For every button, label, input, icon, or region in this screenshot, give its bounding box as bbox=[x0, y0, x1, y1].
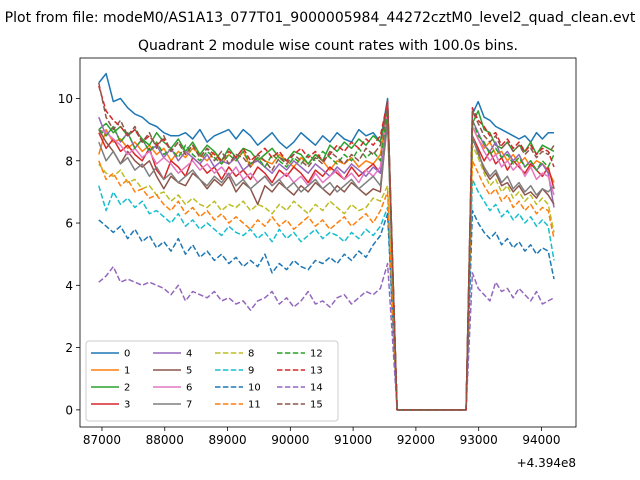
x-tick-label-94000: 94000 bbox=[522, 433, 560, 447]
legend-label-12: 12 bbox=[310, 349, 323, 360]
plot-area: 87000 88000 89000 90000 91000 92000 93000 94000… bbox=[58, 57, 577, 470]
y-tick-label-6: 6 bbox=[65, 217, 73, 231]
legend-label-14: 14 bbox=[310, 383, 323, 394]
series-line-1 bbox=[98, 110, 555, 411]
y-tick-label-0: 0 bbox=[65, 403, 73, 417]
legend-label-1: 1 bbox=[124, 366, 130, 377]
series-line-0 bbox=[98, 72, 554, 411]
x-tick-label-90000: 90000 bbox=[271, 433, 309, 447]
legend-label-0: 0 bbox=[124, 349, 130, 360]
series-line-10 bbox=[98, 209, 555, 411]
legend-label-3: 3 bbox=[124, 400, 130, 411]
legend-label-10: 10 bbox=[248, 383, 261, 394]
series-line-6 bbox=[98, 107, 555, 411]
series-line-11 bbox=[98, 160, 555, 411]
y-tick-label-2: 2 bbox=[65, 341, 73, 355]
y-tick-label-8: 8 bbox=[65, 154, 73, 168]
x-tick-label-87000: 87000 bbox=[83, 433, 121, 447]
axes-frame bbox=[79, 57, 577, 428]
x-tick-label-93000: 93000 bbox=[460, 433, 498, 447]
x-offset-label: +4.394e8 bbox=[517, 456, 576, 470]
legend-frame bbox=[85, 340, 339, 422]
legend-label-15: 15 bbox=[310, 400, 323, 411]
legend-label-7: 7 bbox=[186, 400, 192, 411]
series-line-2 bbox=[98, 103, 555, 411]
x-tick-label-89000: 89000 bbox=[208, 433, 246, 447]
y-tick-label-4: 4 bbox=[65, 279, 73, 293]
legend-label-2: 2 bbox=[124, 383, 130, 394]
x-tick-label-88000: 88000 bbox=[146, 433, 184, 447]
series-line-12 bbox=[98, 110, 555, 411]
legend-label-13: 13 bbox=[310, 366, 323, 377]
y-tick-label-10: 10 bbox=[58, 92, 73, 106]
legend-label-8: 8 bbox=[248, 349, 254, 360]
series-line-4 bbox=[98, 110, 555, 411]
chart-title: Quadrant 2 module wise count rates with … bbox=[138, 38, 518, 54]
legend-label-4: 4 bbox=[186, 349, 192, 360]
series-line-7 bbox=[98, 122, 555, 411]
legend-label-9: 9 bbox=[248, 366, 254, 377]
legend-label-6: 6 bbox=[186, 383, 192, 394]
series-line-9 bbox=[98, 178, 555, 411]
series-line-14 bbox=[98, 262, 555, 411]
series-line-15 bbox=[98, 82, 555, 411]
legend-label-11: 11 bbox=[248, 400, 261, 411]
legend-label-5: 5 bbox=[186, 366, 192, 377]
x-tick-label-91000: 91000 bbox=[334, 433, 372, 447]
figure-suptitle: Plot from file: modeM0/AS1A13_077T01_900… bbox=[5, 10, 636, 26]
series-line-3 bbox=[98, 100, 555, 411]
series-line-8 bbox=[98, 144, 555, 411]
x-tick-label-92000: 92000 bbox=[397, 433, 435, 447]
